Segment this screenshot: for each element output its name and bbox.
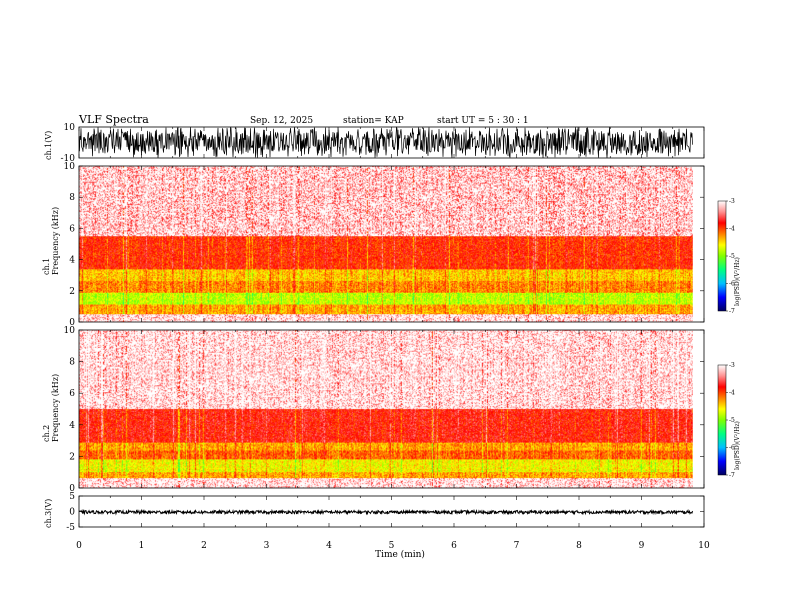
ylabel-line: ch.2 <box>42 425 51 442</box>
y-tick-label: 0 <box>69 508 75 518</box>
figure-title: VLF Spectra <box>78 113 149 126</box>
colorbar-label: log(PSD)(V²/Hz) <box>734 421 741 470</box>
x-tick-label: 1 <box>139 541 145 551</box>
colorbar-tick-label: -5 <box>729 253 735 260</box>
ch1-spec-ylabel: ch.1Frequency (kHz) <box>42 207 60 275</box>
colorbar-ch1: -3 -4 -5 -6 -7 log(PSD)(V²/Hz) <box>717 198 741 315</box>
ch1-spectrogram-image <box>79 166 693 322</box>
ylabel-line: ch.1 <box>42 258 51 275</box>
y-tick-label: 8 <box>69 193 75 203</box>
y-tick-label: 2 <box>69 287 75 297</box>
header-date: Sep. 12, 2025 <box>250 116 313 126</box>
y-tick-label: -10 <box>61 154 76 164</box>
y-tick-label: 10 <box>64 123 76 133</box>
ch1-waveform-trace <box>78 126 693 159</box>
x-tick-label: 0 <box>76 541 82 551</box>
x-tick-label: 10 <box>698 541 710 551</box>
y-tick-label: 0 <box>69 484 75 494</box>
x-tick-label: 3 <box>264 541 270 551</box>
colorbar-bar <box>717 200 727 312</box>
y-tick-label: -5 <box>66 523 75 533</box>
y-tick-label: 0 <box>69 318 75 328</box>
ch1-waveform-ylabel: ch.1(V) <box>44 131 53 160</box>
ch1-spectrogram-panel: 0 2 4 6 8 10 <box>64 162 705 328</box>
ch2-spectrogram-panel: 0 2 4 6 8 10 <box>64 326 705 494</box>
colorbar-tick-label: -3 <box>729 362 735 369</box>
colorbar-label: log(PSD)(V²/Hz) <box>734 257 741 306</box>
x-axis-label: Time (min) <box>375 549 425 560</box>
ch3-waveform-ylabel: ch.3(V) <box>44 499 53 528</box>
ch3-waveform-panel: 5 0 -5 <box>66 492 705 533</box>
y-tick-label: 4 <box>69 421 75 431</box>
x-tick-label: 8 <box>576 541 582 551</box>
ch2-spectrogram-image <box>79 330 693 488</box>
x-tick-label: 9 <box>639 541 645 551</box>
ch3-waveform-trace <box>78 508 693 516</box>
x-axis: 0 1 2 3 4 5 6 7 8 9 10 <box>76 541 710 551</box>
y-tick-label: 8 <box>69 358 75 368</box>
y-tick-label: 4 <box>69 256 75 266</box>
header-station: station= KAP <box>343 116 404 126</box>
colorbar-bar <box>717 364 727 476</box>
colorbar-tick-label: -3 <box>729 198 735 205</box>
y-tick-label: 10 <box>64 326 76 336</box>
colorbar-tick-label: -5 <box>729 417 735 424</box>
header-start-ut: start UT = 5 : 30 : 1 <box>437 116 529 126</box>
y-tick-label: 10 <box>64 162 76 172</box>
y-tick-label: 2 <box>69 452 75 462</box>
x-tick-label: 7 <box>514 541 520 551</box>
ylabel-line: Frequency (kHz) <box>51 207 60 275</box>
x-tick-label: 4 <box>326 541 332 551</box>
colorbar-tick-label: -4 <box>729 390 735 397</box>
y-tick-label: 6 <box>69 224 75 234</box>
x-tick-label: 2 <box>201 541 207 551</box>
colorbar-tick-label: -4 <box>729 226 735 233</box>
y-tick-label: 5 <box>69 492 75 502</box>
colorbar-tick-label: -7 <box>729 472 735 479</box>
y-tick-label: 6 <box>69 389 75 399</box>
ch2-spec-ylabel: ch.2Frequency (kHz) <box>42 374 60 442</box>
x-tick-label: 6 <box>451 541 457 551</box>
colorbar-tick-label: -7 <box>729 308 735 315</box>
x-tick-label: 5 <box>389 541 395 551</box>
ch1-waveform-panel: 10 -10 <box>61 123 705 164</box>
colorbar-tick-label: -6 <box>729 445 735 452</box>
ylabel-line: Frequency (kHz) <box>51 374 60 442</box>
colorbar-tick-label: -6 <box>729 281 735 288</box>
colorbar-ch2: -3 -4 -5 -6 -7 log(PSD)(V²/Hz) <box>717 362 741 479</box>
